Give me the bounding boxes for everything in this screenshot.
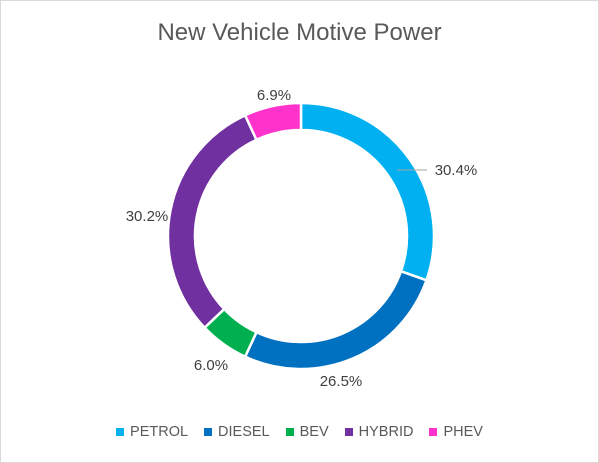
legend-label-petrol: PETROL [130,424,189,440]
data-label-phev: 6.9% [257,87,291,104]
legend-swatch-hybrid [344,428,353,436]
legend-item-petrol: PETROL [116,424,188,440]
data-label-hybrid: 30.2% [126,208,169,225]
chart-legend: PETROL DIESEL BEV HYBRID PHEV [1,424,598,440]
data-label-diesel: 26.5% [320,373,363,390]
legend-item-bev: BEV [285,424,329,440]
slice-hybrid [166,113,259,330]
legend-swatch-diesel [204,428,213,436]
legend-label-hybrid: HYBRID [358,424,414,440]
slice-petrol [299,101,436,282]
legend-item-hybrid: HYBRID [344,424,414,440]
data-label-bev: 6.0% [194,357,228,374]
legend-item-phev: PHEV [429,424,483,440]
slice-phev [243,101,303,142]
legend-label-phev: PHEV [443,424,483,440]
data-label-petrol: 30.4% [435,162,478,179]
chart-title: New Vehicle Motive Power [157,19,442,46]
legend-label-bev: BEV [299,424,329,440]
legend-swatch-bev [285,428,294,436]
slice-diesel [243,269,429,371]
legend-label-diesel: DIESEL [218,424,270,440]
legend-item-diesel: DIESEL [204,424,270,440]
legend-swatch-phev [429,428,438,436]
legend-swatch-petrol [116,428,125,436]
